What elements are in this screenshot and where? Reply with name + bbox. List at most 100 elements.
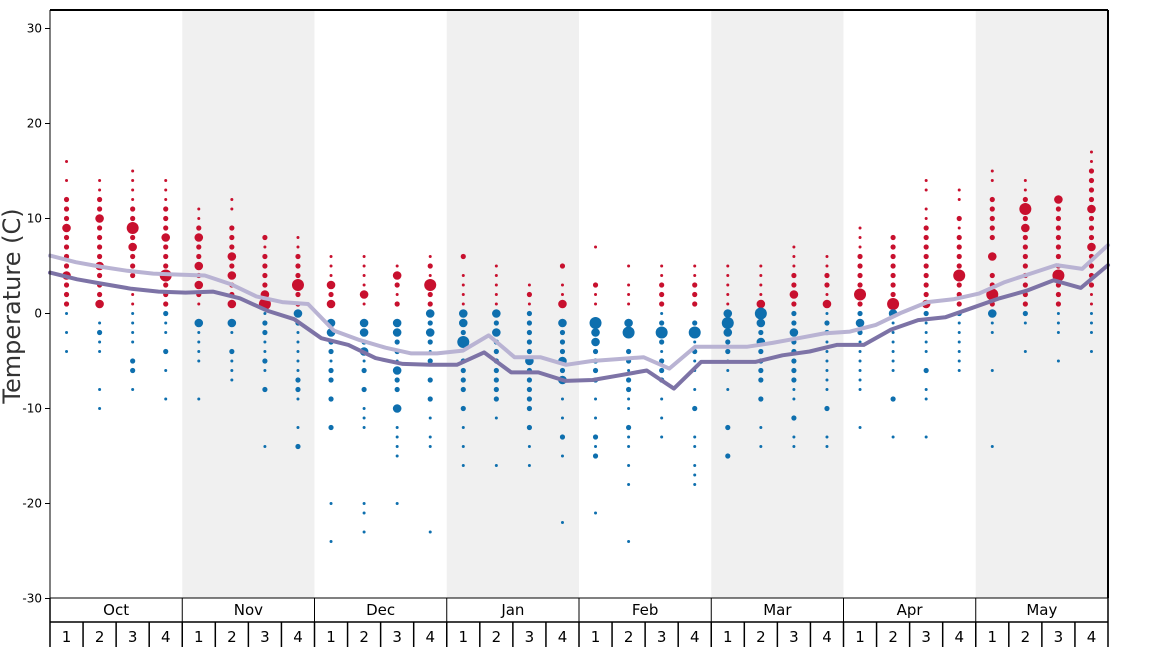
y-tick-label: -10 bbox=[22, 402, 42, 416]
cold-dot bbox=[263, 312, 267, 315]
week-label: 1 bbox=[459, 628, 469, 646]
y-tick-label: 20 bbox=[27, 117, 42, 131]
warm-dot bbox=[660, 264, 664, 268]
warm-dot bbox=[726, 302, 730, 306]
cold-dot bbox=[726, 369, 730, 372]
cold-dot bbox=[427, 339, 433, 345]
warm-dot bbox=[660, 274, 664, 277]
cold-dot bbox=[262, 320, 268, 326]
cold-dot bbox=[1056, 321, 1060, 325]
week-label: 2 bbox=[624, 628, 634, 646]
warm-dot bbox=[890, 234, 896, 241]
cold-dot bbox=[296, 369, 300, 372]
warm-dot bbox=[558, 299, 567, 309]
cold-dot bbox=[526, 377, 533, 383]
cold-dot bbox=[392, 328, 402, 337]
cold-dot bbox=[164, 369, 168, 372]
cold-dot bbox=[526, 320, 533, 326]
cold-dot bbox=[791, 320, 797, 326]
warm-dot bbox=[987, 252, 997, 261]
warm-dot bbox=[692, 282, 698, 288]
cold-dot bbox=[131, 321, 135, 325]
cold-dot bbox=[693, 445, 697, 448]
cold-dot bbox=[659, 320, 665, 326]
week-label: 4 bbox=[558, 628, 568, 646]
warm-dot bbox=[494, 283, 498, 287]
warm-dot bbox=[163, 263, 169, 269]
cold-dot bbox=[262, 386, 268, 393]
cold-dot bbox=[855, 318, 865, 328]
cold-dot bbox=[688, 326, 701, 339]
warm-dot bbox=[1088, 196, 1095, 203]
warm-dot bbox=[98, 188, 102, 192]
warm-dot bbox=[627, 293, 631, 296]
cold-dot bbox=[625, 377, 632, 383]
warm-dot bbox=[1019, 203, 1032, 215]
warm-dot bbox=[726, 283, 730, 287]
y-tick-label: 30 bbox=[27, 22, 42, 36]
warm-dot bbox=[130, 253, 136, 260]
cold-dot bbox=[163, 310, 169, 317]
cold-dot bbox=[957, 359, 961, 363]
warm-dot bbox=[857, 263, 863, 269]
cold-dot bbox=[227, 318, 237, 328]
cold-dot bbox=[660, 416, 664, 420]
cold-dot bbox=[526, 310, 533, 317]
warm-dot bbox=[131, 198, 135, 201]
cold-dot bbox=[427, 320, 433, 326]
cold-dot bbox=[1089, 350, 1093, 353]
cold-dot bbox=[428, 416, 432, 420]
cold-dot bbox=[957, 350, 961, 353]
warm-dot bbox=[362, 255, 366, 258]
cold-dot bbox=[825, 388, 829, 391]
cold-dot bbox=[725, 339, 731, 345]
warm-dot bbox=[63, 291, 70, 298]
warm-dot bbox=[295, 253, 301, 260]
cold-dot bbox=[560, 454, 564, 458]
warm-dot bbox=[394, 301, 400, 307]
warm-dot bbox=[989, 196, 995, 203]
week-label: 4 bbox=[1087, 628, 1097, 646]
cold-dot bbox=[891, 331, 895, 334]
warm-dot bbox=[461, 274, 465, 277]
warm-dot bbox=[1089, 302, 1093, 306]
warm-dot bbox=[1055, 215, 1062, 222]
cold-dot bbox=[594, 511, 598, 515]
warm-dot bbox=[96, 206, 103, 212]
cold-dot bbox=[825, 445, 829, 448]
y-axis-label: Temperature (C) bbox=[0, 208, 26, 404]
cold-dot bbox=[295, 377, 301, 383]
cold-dot bbox=[791, 377, 797, 383]
cold-dot bbox=[891, 340, 895, 344]
week-label: 3 bbox=[921, 628, 931, 646]
warm-dot bbox=[329, 274, 333, 277]
cold-dot bbox=[527, 464, 531, 467]
cold-dot bbox=[65, 331, 69, 334]
warm-dot bbox=[63, 263, 70, 269]
cold-dot bbox=[395, 426, 399, 429]
week-label: 2 bbox=[756, 628, 766, 646]
warm-dot bbox=[1088, 168, 1095, 174]
warm-dot bbox=[990, 169, 994, 173]
week-label: 1 bbox=[988, 628, 998, 646]
cold-dot bbox=[824, 405, 830, 412]
cold-dot bbox=[263, 340, 267, 344]
cold-dot bbox=[627, 483, 631, 486]
warm-dot bbox=[131, 302, 135, 306]
week-label: 1 bbox=[723, 628, 733, 646]
cold-dot bbox=[1023, 350, 1027, 353]
warm-dot bbox=[956, 234, 962, 241]
warm-dot bbox=[1088, 282, 1095, 288]
warm-dot bbox=[326, 280, 336, 290]
week-label: 1 bbox=[326, 628, 336, 646]
cold-dot bbox=[625, 424, 632, 431]
warm-dot bbox=[227, 299, 237, 309]
cold-dot bbox=[229, 348, 235, 355]
warm-dot bbox=[759, 293, 763, 296]
warm-dot bbox=[791, 282, 797, 288]
warm-dot bbox=[1022, 244, 1028, 250]
cold-dot bbox=[460, 405, 466, 412]
cold-dot bbox=[990, 331, 994, 334]
warm-dot bbox=[923, 291, 929, 298]
